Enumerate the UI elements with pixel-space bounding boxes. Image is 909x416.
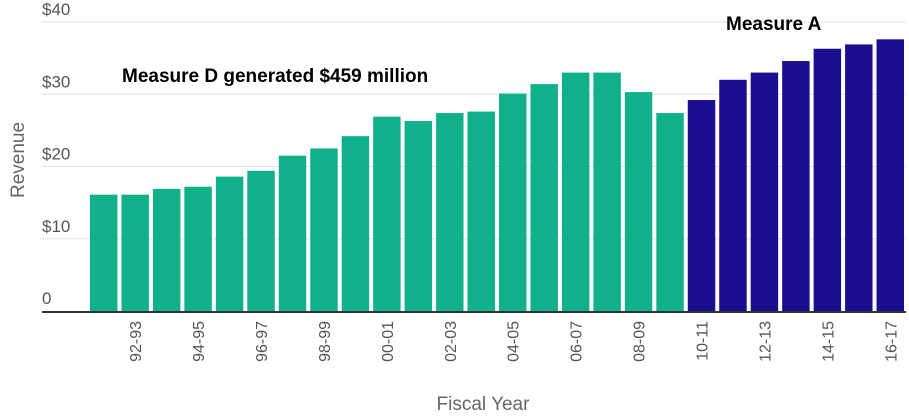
bar: [876, 39, 904, 312]
bar: [813, 48, 842, 311]
bar: [845, 44, 873, 312]
y-tick-label: $20: [42, 145, 70, 164]
bar: [467, 111, 495, 311]
bar: [687, 100, 716, 311]
bar: [247, 170, 275, 311]
x-tick-label: 16-17: [883, 321, 900, 362]
bar: [530, 84, 558, 311]
bar: [624, 92, 653, 311]
bar: [341, 136, 370, 311]
bar: [593, 72, 621, 311]
x-tick-label: 98-99: [317, 321, 334, 362]
bar: [561, 72, 590, 311]
bar: [499, 93, 527, 311]
bar: [215, 176, 244, 311]
x-tick-label: 02-03: [443, 321, 460, 362]
x-tick-label: 00-01: [380, 321, 397, 362]
y-axis-ticks: 0 $10 $20 $30 $40: [42, 0, 70, 308]
bar: [656, 113, 684, 311]
y-tick-label: $40: [42, 0, 70, 19]
bar: [750, 72, 779, 311]
bar: [90, 194, 118, 311]
y-tick-label: $10: [42, 217, 70, 236]
y-tick-label: 0: [42, 289, 51, 308]
x-tick-label: 04-05: [506, 321, 523, 362]
x-axis-title: Fiscal Year: [437, 394, 531, 415]
x-axis-ticks: 92-93 94-95 96-97 98-99 00-01 02-03 04-05 06-07…: [128, 321, 900, 362]
x-tick-label: 12-13: [757, 321, 774, 362]
x-tick-label: 96-97: [254, 321, 271, 362]
x-tick-label: 08-09: [632, 321, 649, 362]
y-axis-title: Revenue: [8, 122, 29, 198]
bar: [719, 79, 747, 311]
x-tick-label: 94-95: [191, 321, 208, 362]
bar: [436, 113, 464, 311]
bar: [121, 194, 149, 311]
bar: [373, 116, 401, 312]
x-tick-label: 14-15: [820, 321, 837, 362]
x-tick-label: 92-93: [128, 321, 145, 362]
bar: [310, 148, 338, 311]
bar: [184, 186, 212, 311]
bar: [782, 61, 810, 311]
bar: [152, 188, 181, 311]
bar: [278, 155, 307, 311]
y-tick-label: $30: [42, 72, 70, 91]
bar: [404, 120, 433, 311]
bars: [90, 39, 904, 312]
x-tick-label: 06-07: [569, 321, 586, 362]
annotation-measure-d: Measure D generated $459 million: [122, 66, 428, 87]
annotation-measure-a: Measure A: [726, 14, 822, 35]
x-tick-label: 10-11: [695, 321, 712, 361]
